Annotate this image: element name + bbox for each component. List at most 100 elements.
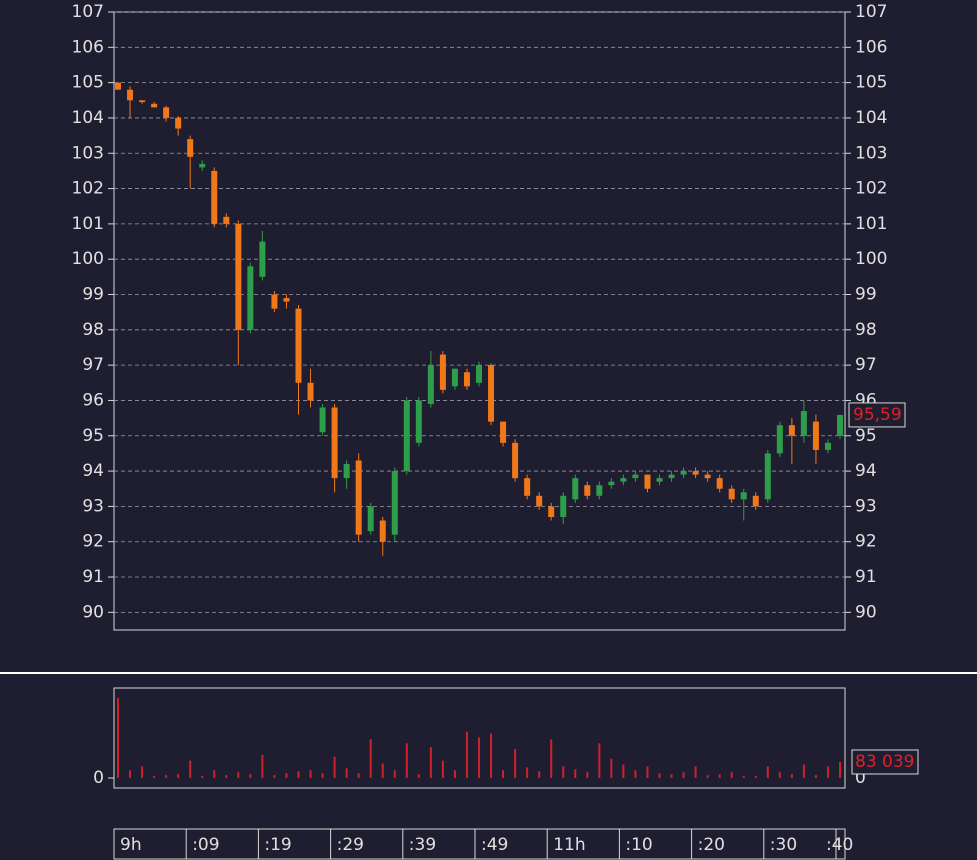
volume-bar bbox=[201, 776, 204, 778]
volume-bar bbox=[502, 770, 505, 778]
candle-body bbox=[331, 407, 338, 479]
candle-body bbox=[632, 474, 639, 479]
x-tick-label: :20 bbox=[698, 835, 725, 855]
y-tick-label: 107 bbox=[72, 2, 104, 22]
y2-tick-label: 103 bbox=[855, 143, 887, 163]
y2-tick-label: 93 bbox=[855, 496, 877, 516]
volume-bar bbox=[478, 737, 480, 778]
volume-bar bbox=[405, 743, 408, 778]
candle-body bbox=[837, 414, 843, 436]
candle-body bbox=[379, 520, 386, 542]
last-volume-box bbox=[851, 749, 919, 775]
y-tick-label: 103 bbox=[72, 143, 104, 163]
volume-bar bbox=[562, 766, 565, 778]
candle-body bbox=[620, 478, 627, 482]
y-tick-label: 104 bbox=[72, 108, 104, 128]
y2-tick-label: 98 bbox=[855, 320, 877, 340]
last-price-label: 95,59 bbox=[853, 405, 902, 425]
candle-body bbox=[764, 453, 771, 500]
candle-body bbox=[115, 82, 121, 90]
candle-body bbox=[596, 485, 603, 496]
volume-bar bbox=[730, 772, 733, 778]
volume-bar bbox=[526, 767, 529, 778]
volume-bar bbox=[333, 756, 336, 778]
price-frame bbox=[113, 11, 846, 631]
candle-body bbox=[524, 478, 531, 496]
candle-body bbox=[151, 103, 158, 108]
candle-body bbox=[319, 407, 326, 433]
volume-bar bbox=[490, 733, 493, 778]
candle-body bbox=[295, 308, 302, 383]
volume-bar bbox=[839, 761, 841, 778]
y-tick-label: 98 bbox=[82, 320, 104, 340]
candle-body bbox=[824, 442, 831, 450]
y-tick-label: 90 bbox=[82, 602, 104, 622]
y2-tick-label: 101 bbox=[855, 214, 887, 234]
y-tick-label: 94 bbox=[82, 461, 104, 481]
candle-body bbox=[211, 170, 218, 224]
candle-body bbox=[788, 425, 795, 436]
x-tick-label: 11h bbox=[553, 835, 585, 855]
volume-bar bbox=[141, 766, 144, 778]
volume-bar bbox=[381, 763, 384, 778]
volume-bar bbox=[514, 749, 517, 778]
candle-body bbox=[199, 163, 206, 168]
candle-body bbox=[716, 478, 723, 489]
candle-body bbox=[127, 89, 134, 101]
volume-bar bbox=[634, 770, 637, 778]
volume-bar bbox=[189, 760, 192, 778]
x-tick-label: 9h bbox=[120, 835, 142, 855]
y-tick-label: 100 bbox=[72, 249, 104, 269]
volume-bar bbox=[441, 760, 444, 778]
y2-tick-label: 102 bbox=[855, 179, 887, 199]
y-tick-label: 95 bbox=[82, 426, 104, 446]
y2-tick-label: 97 bbox=[855, 355, 877, 375]
volume-bar bbox=[550, 739, 553, 778]
volume-bar bbox=[706, 775, 709, 778]
candle-body bbox=[704, 474, 711, 479]
volume-bar bbox=[357, 773, 360, 778]
candle-body bbox=[247, 266, 254, 330]
y2-tick-label: 94 bbox=[855, 461, 877, 481]
candle-body bbox=[800, 411, 807, 436]
candle-body bbox=[139, 100, 146, 103]
volume-bar bbox=[261, 754, 264, 778]
candle-body bbox=[776, 425, 783, 454]
time-axis-frame bbox=[113, 828, 846, 860]
x-tick-label: :49 bbox=[481, 835, 508, 855]
y2-tick-label: 104 bbox=[855, 108, 887, 128]
volume-bar bbox=[321, 773, 324, 778]
candle-body bbox=[500, 421, 507, 443]
candle-body bbox=[343, 464, 350, 479]
volume-bar bbox=[598, 743, 601, 778]
candle-body bbox=[439, 354, 446, 390]
candle-body bbox=[367, 506, 374, 532]
volume-bar bbox=[610, 758, 613, 778]
candle-body bbox=[692, 471, 699, 475]
volume-bar bbox=[345, 768, 348, 778]
volume-bar bbox=[574, 769, 577, 778]
volume-bar bbox=[309, 770, 312, 778]
volume-bar bbox=[646, 766, 649, 778]
y-tick-label: 105 bbox=[72, 73, 104, 93]
candle-body bbox=[740, 492, 747, 500]
last-volume-label: 83 039 bbox=[855, 752, 914, 772]
candle-body bbox=[163, 107, 170, 118]
y-tick-label: 93 bbox=[82, 496, 104, 516]
volume-bar bbox=[153, 776, 156, 778]
volume-bar bbox=[694, 766, 697, 778]
candle-body bbox=[223, 216, 230, 224]
volume-bar bbox=[622, 764, 625, 778]
y-tick-label: 101 bbox=[72, 214, 104, 234]
x-tick-label: :09 bbox=[192, 835, 219, 855]
y-tick-label: 99 bbox=[82, 285, 104, 305]
candle-body bbox=[283, 298, 290, 302]
volume-bar bbox=[225, 775, 228, 778]
y-tick-label: 92 bbox=[82, 532, 104, 552]
candle-body bbox=[752, 495, 759, 507]
candle-body bbox=[656, 478, 663, 482]
candle-body bbox=[355, 460, 362, 535]
candle-body bbox=[572, 478, 579, 500]
candle-body bbox=[668, 474, 675, 479]
